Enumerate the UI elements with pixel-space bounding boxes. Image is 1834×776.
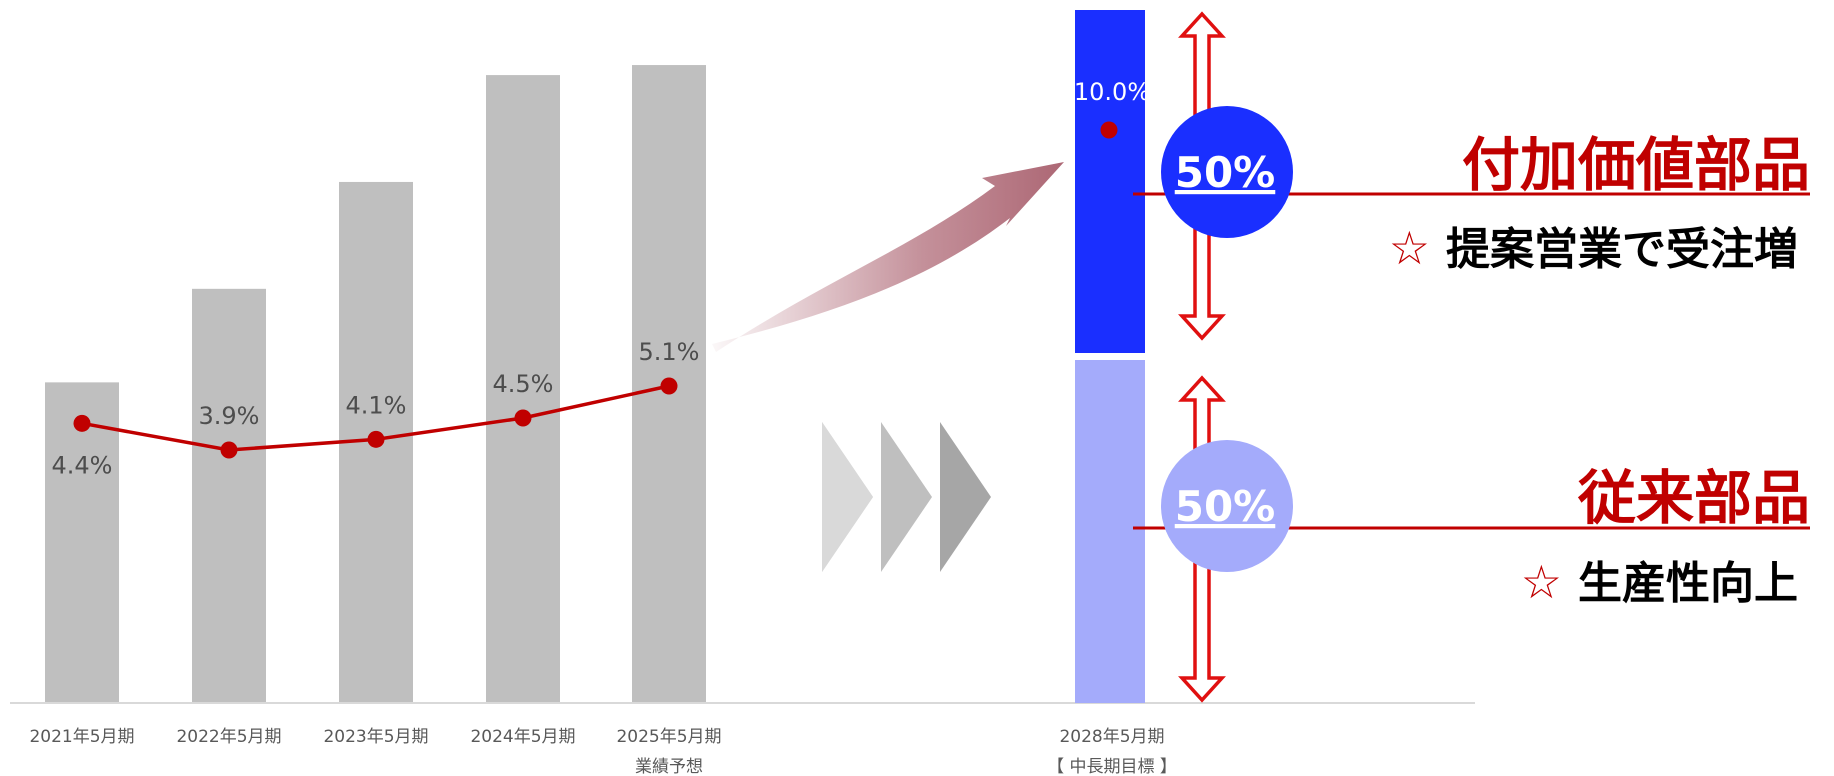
- segment-note-added-value: ☆ 提案営業で受注増: [1389, 221, 1798, 275]
- ratio-data-label: 4.1%: [346, 391, 407, 419]
- ratio-point: [514, 409, 532, 427]
- chevron-arrows-icon: [822, 422, 991, 572]
- share-circle: [1161, 440, 1293, 572]
- ratio-point: [73, 414, 91, 432]
- share-label: 50%: [1175, 148, 1276, 197]
- x-tick-sublabel: 業績予想: [635, 757, 703, 776]
- target-stacked-bar: 10.0% 2028年5月期【 中長期目標 】 50% 付加価値部品 ☆ 提案営業で受注…: [1047, 10, 1810, 776]
- target-segment-added-value: [1075, 10, 1145, 353]
- star-icon: ☆: [1389, 221, 1446, 275]
- segment-note-text: 生産性向上: [1578, 558, 1798, 609]
- share-label: 50%: [1175, 482, 1276, 531]
- x-tick-label: 2024年5月期: [470, 727, 575, 747]
- ratio-data-label: 4.4%: [52, 451, 113, 479]
- bar-series: [45, 65, 706, 703]
- ratio-data-label: 5.1%: [639, 338, 700, 366]
- ratio-data-label: 4.5%: [493, 370, 554, 398]
- segment-name-added-value: 付加価値部品: [1462, 131, 1810, 199]
- x-tick-label: 2028年5月期: [1059, 727, 1164, 747]
- ratio-point: [660, 377, 678, 395]
- x-tick-label: 2023年5月期: [323, 727, 428, 747]
- bar: [486, 75, 560, 703]
- share-circle: [1161, 106, 1293, 238]
- star-icon: ☆: [1521, 555, 1578, 609]
- x-tick-label: 2025年5月期: [616, 727, 721, 747]
- ratio-line-series: 4.4% 3.9% 4.1% 4.5% 5.1%: [52, 338, 700, 479]
- segment-note-text: 提案営業で受注増: [1446, 224, 1798, 275]
- x-tick-label: 2021年5月期: [29, 727, 134, 747]
- x-tick-label: 2022年5月期: [176, 727, 281, 747]
- target-point: [1100, 121, 1118, 139]
- x-axis-labels: 2021年5月期 2022年5月期 2023年5月期 2024年5月期 2025年5月期…: [29, 727, 721, 776]
- bar: [192, 288, 266, 703]
- growth-arrow-icon: [712, 162, 1064, 352]
- bar: [45, 382, 119, 703]
- target-value-label: 10.0%: [1074, 78, 1150, 106]
- segment-name-conventional: 従来部品: [1577, 464, 1810, 532]
- segment-note-conventional: ☆ 生産性向上: [1521, 555, 1798, 609]
- x-tick-sublabel: 【 中長期目標 】: [1047, 757, 1177, 776]
- ratio-point: [220, 441, 238, 459]
- ratio-point: [367, 430, 385, 448]
- target-segment-conventional: [1075, 360, 1145, 703]
- ratio-data-label: 3.9%: [199, 402, 260, 430]
